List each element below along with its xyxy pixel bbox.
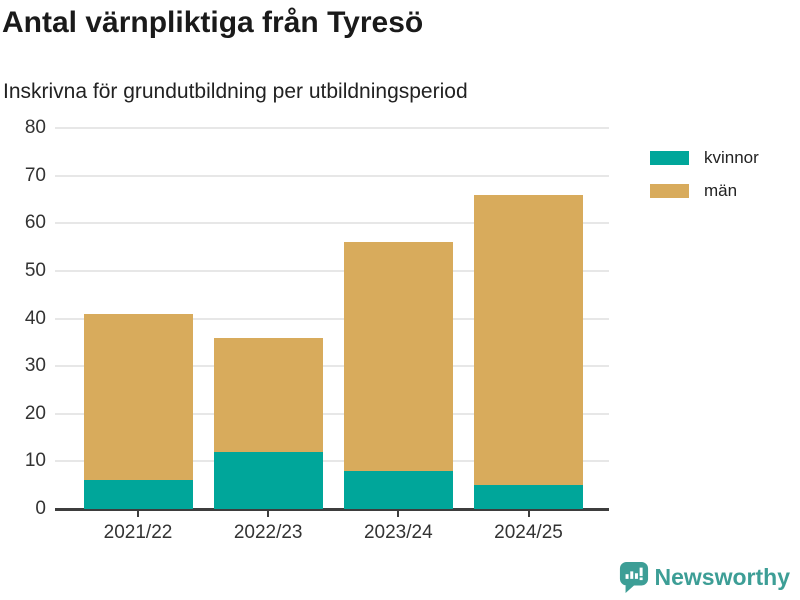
x-tick-mark bbox=[397, 510, 400, 517]
legend: kvinnor män bbox=[650, 148, 759, 214]
y-tick-label: 60 bbox=[24, 212, 46, 234]
x-axis-line bbox=[55, 508, 609, 511]
brand-name: Newsworthy bbox=[654, 563, 790, 590]
gridline-y70 bbox=[55, 174, 609, 177]
gridline-y80 bbox=[55, 127, 609, 129]
branding-logo: Newsworthy bbox=[619, 561, 790, 593]
x-tick-mark bbox=[267, 510, 270, 517]
bar-2024-25-kvinnor bbox=[474, 485, 583, 509]
gridline-y20 bbox=[55, 412, 609, 415]
bar-2024-25-män bbox=[474, 194, 583, 486]
legend-swatch-kvinnor bbox=[650, 151, 689, 165]
legend-label: män bbox=[704, 181, 738, 200]
y-tick-label: 10 bbox=[24, 450, 46, 472]
chart-title: Antal värnpliktiga från Tyresö bbox=[2, 6, 424, 39]
gridline-y10 bbox=[55, 460, 609, 463]
x-tick-label: 2024/25 bbox=[494, 522, 563, 543]
bar-2021-22-män bbox=[83, 313, 193, 481]
bar-2022-23-kvinnor bbox=[213, 451, 323, 509]
y-tick-label: 0 bbox=[35, 498, 46, 519]
legend-item-kvinnor: kvinnor bbox=[650, 148, 759, 168]
bar-2021-22-kvinnor bbox=[83, 480, 193, 509]
gridline-y50 bbox=[55, 269, 609, 272]
x-tick-mark bbox=[137, 510, 139, 517]
chart-subtitle: Inskrivna för grundutbildning per utbild… bbox=[3, 80, 468, 103]
y-tick-label: 20 bbox=[24, 402, 46, 424]
y-tick-label: 70 bbox=[24, 164, 46, 186]
y-tick-label: 80 bbox=[24, 117, 46, 138]
gridline-y40 bbox=[55, 317, 609, 320]
x-tick-label: 2021/22 bbox=[103, 522, 173, 543]
y-tick-label: 40 bbox=[24, 307, 46, 329]
x-tick-label: 2023/24 bbox=[363, 522, 433, 543]
y-tick-label: 50 bbox=[24, 259, 46, 281]
x-tick-mark bbox=[527, 510, 530, 517]
y-tick-label: 30 bbox=[24, 355, 46, 377]
x-tick-label: 2022/23 bbox=[233, 522, 303, 543]
legend-item-män: män bbox=[650, 181, 759, 201]
legend-swatch-män bbox=[650, 184, 689, 198]
gridline-y30 bbox=[55, 365, 609, 368]
bar-2023-24-män bbox=[343, 242, 453, 471]
legend-label: kvinnor bbox=[704, 148, 759, 167]
newsworthy-bubble-icon bbox=[619, 562, 648, 593]
bar-2023-24-kvinnor bbox=[343, 470, 453, 509]
plot-area bbox=[55, 127, 609, 511]
bar-2022-23-män bbox=[213, 337, 323, 452]
gridline-y60 bbox=[55, 222, 609, 225]
